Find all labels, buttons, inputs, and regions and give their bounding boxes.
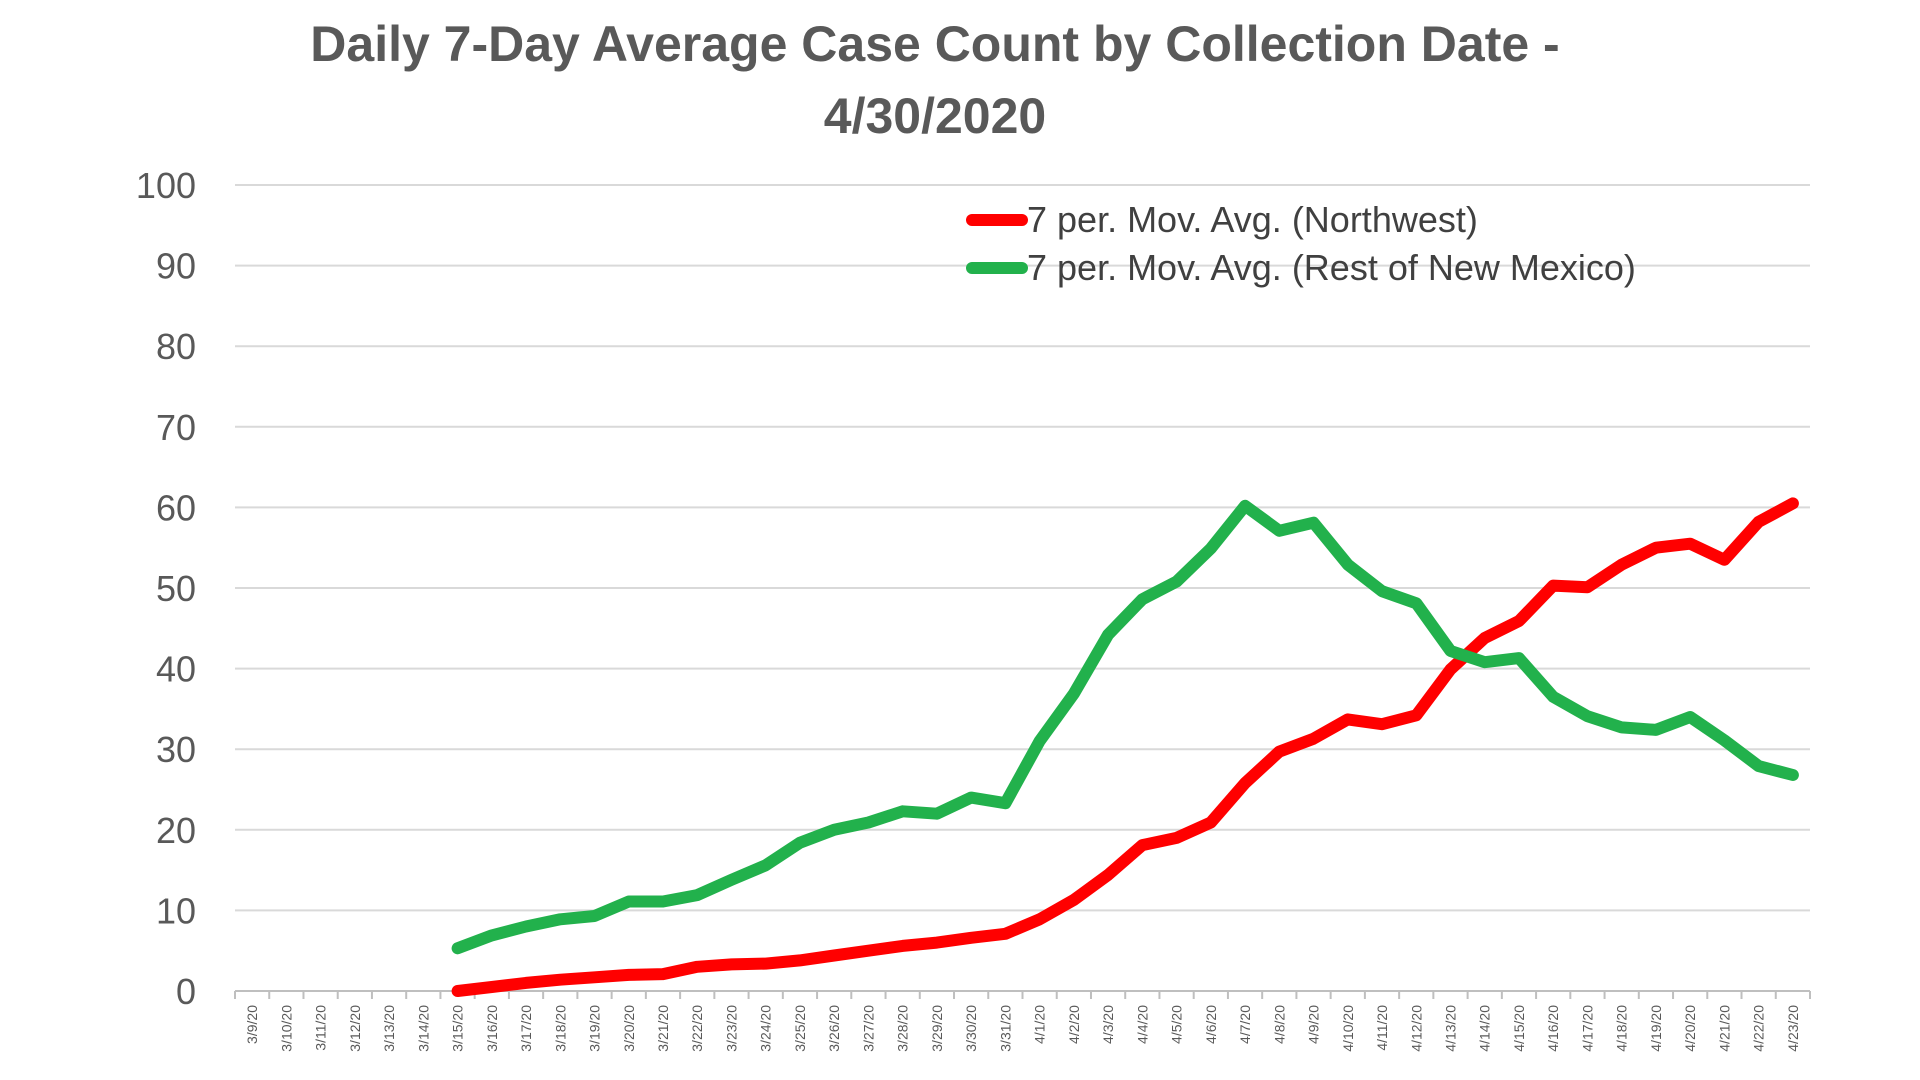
chart-title: Daily 7-Day Average Case Count by Collec… [0, 8, 1870, 152]
legend-label-northwest: 7 per. Mov. Avg. (Northwest) [1027, 199, 1478, 240]
x-tick-label: 3/30/20 [963, 1005, 979, 1052]
x-tick-label: 4/16/20 [1545, 1005, 1561, 1052]
y-axis-tick-labels: 0 10 20 30 40 50 60 70 80 90 100 [136, 165, 196, 1012]
x-tick-label: 3/18/20 [552, 1005, 568, 1052]
x-tick-label: 4/20/20 [1682, 1005, 1698, 1052]
x-tick-label: 3/22/20 [689, 1005, 705, 1052]
x-tick-label: 3/31/20 [997, 1005, 1013, 1052]
chart-title-line-1: Daily 7-Day Average Case Count by Collec… [310, 16, 1560, 72]
x-tick-label: 3/27/20 [860, 1005, 876, 1052]
x-tick-label: 3/29/20 [929, 1005, 945, 1052]
series-lines [451, 497, 1799, 997]
x-tick-label: 4/22/20 [1751, 1005, 1767, 1052]
x-tick-label: 4/19/20 [1648, 1005, 1664, 1052]
x-tick-label: 4/14/20 [1477, 1005, 1493, 1052]
x-tick-label: 3/16/20 [484, 1005, 500, 1052]
x-tick-label: 4/5/20 [1169, 1005, 1185, 1044]
x-tick-label: 3/21/20 [655, 1005, 671, 1052]
x-tick-label: 3/10/20 [278, 1005, 294, 1052]
y-tick-label: 30 [156, 729, 196, 770]
y-tick-label: 10 [156, 890, 196, 931]
y-tick-label: 0 [176, 971, 196, 1012]
x-tick-label: 3/13/20 [381, 1005, 397, 1052]
x-tick-label: 3/25/20 [792, 1005, 808, 1052]
x-tick-label: 3/15/20 [450, 1005, 466, 1052]
x-tick-label: 4/12/20 [1408, 1005, 1424, 1052]
x-tick-label: 3/14/20 [415, 1005, 431, 1052]
x-axis-tick-labels: 3/9/20 3/10/20 3/11/20 3/12/20 3/13/20 3/14/2… [244, 1005, 1801, 1052]
x-tick-label: 3/11/20 [313, 1005, 329, 1051]
x-tick-label: 3/24/20 [758, 1005, 774, 1052]
x-tick-label: 4/18/20 [1614, 1005, 1630, 1052]
legend-label-rest-of-new-mexico: 7 per. Mov. Avg. (Rest of New Mexico) [1027, 247, 1636, 288]
x-tick-label: 4/8/20 [1271, 1005, 1287, 1044]
x-tick-label: 4/2/20 [1066, 1005, 1082, 1044]
x-tick-label: 3/23/20 [723, 1005, 739, 1052]
x-tick-label: 3/26/20 [826, 1005, 842, 1052]
x-tick-label: 4/6/20 [1203, 1005, 1219, 1044]
gridlines [235, 184, 1810, 912]
x-tick-label: 4/1/20 [1032, 1005, 1048, 1044]
x-tick-label: 4/15/20 [1511, 1005, 1527, 1052]
x-tick-label: 4/10/20 [1340, 1005, 1356, 1052]
x-tick-label: 3/9/20 [244, 1005, 260, 1044]
series-line-northwest [451, 497, 1799, 997]
x-tick-label: 4/4/20 [1134, 1005, 1150, 1044]
x-tick-label: 4/3/20 [1100, 1005, 1116, 1044]
legend: 7 per. Mov. Avg. (Northwest) 7 per. Mov. … [966, 199, 1636, 288]
x-tick-label: 4/11/20 [1374, 1005, 1390, 1051]
x-tick-label: 4/17/20 [1579, 1005, 1595, 1052]
y-tick-label: 40 [156, 649, 196, 690]
x-tick-label: 3/20/20 [621, 1005, 637, 1052]
y-tick-label: 90 [156, 246, 196, 287]
x-tick-label: 4/21/20 [1716, 1005, 1732, 1052]
series-line-rest-of-new-mexico [451, 499, 1799, 955]
x-tick-label: 4/9/20 [1306, 1005, 1322, 1044]
x-tick-label: 3/28/20 [895, 1005, 911, 1052]
chart-title-line-2: 4/30/2020 [823, 88, 1047, 144]
x-tick-label: 3/17/20 [518, 1005, 534, 1052]
x-tick-label: 3/19/20 [587, 1005, 603, 1052]
y-tick-label: 100 [136, 165, 196, 206]
x-tick-label: 4/13/20 [1442, 1005, 1458, 1052]
y-tick-label: 70 [156, 407, 196, 448]
x-tick-label: 4/7/20 [1237, 1005, 1253, 1044]
y-tick-label: 60 [156, 487, 196, 528]
y-tick-label: 50 [156, 568, 196, 609]
y-tick-label: 80 [156, 326, 196, 367]
y-tick-label: 20 [156, 810, 196, 851]
x-tick-label: 4/23/20 [1785, 1005, 1801, 1052]
x-tick-label: 3/12/20 [347, 1005, 363, 1052]
